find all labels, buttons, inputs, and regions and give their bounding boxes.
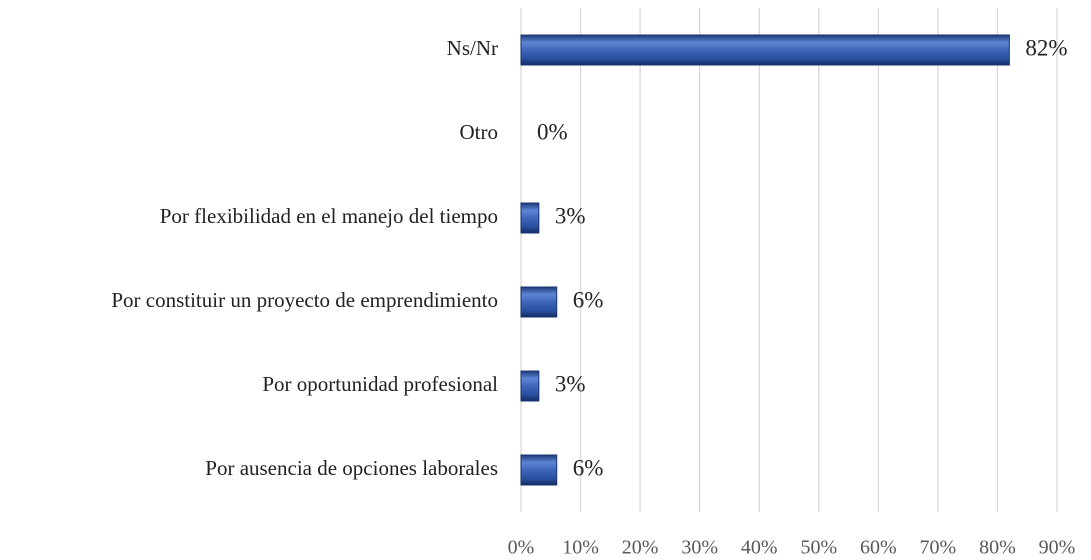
- bar: [520, 286, 558, 318]
- category-label: Otro: [460, 120, 499, 144]
- bar: [520, 454, 558, 486]
- bars: [520, 34, 1010, 486]
- x-tick-label: 50%: [800, 537, 837, 559]
- bar: [520, 202, 540, 234]
- data-label: 82%: [1025, 35, 1067, 60]
- x-tick-label: 10%: [562, 537, 599, 559]
- data-label: 0%: [537, 119, 568, 144]
- data-label: 3%: [555, 371, 586, 396]
- bar: [520, 370, 540, 402]
- category-label: Ns/Nr: [447, 36, 498, 60]
- x-tick-label: 70%: [920, 537, 957, 559]
- x-tick-label: 60%: [860, 537, 897, 559]
- bar: [520, 34, 1010, 66]
- category-label: Por ausencia de opciones laborales: [205, 456, 498, 480]
- x-tick-label: 40%: [741, 537, 778, 559]
- category-label: Por flexibilidad en el manejo del tiempo: [160, 204, 498, 228]
- x-tick-label: 0%: [508, 537, 535, 559]
- data-label: 3%: [555, 203, 586, 228]
- x-tick-label: 90%: [1039, 537, 1076, 559]
- category-label: Por oportunidad profesional: [262, 372, 498, 396]
- data-label: 6%: [573, 455, 604, 480]
- data-label: 6%: [573, 287, 604, 312]
- x-tick-label: 20%: [622, 537, 659, 559]
- category-label: Por constituir un proyecto de emprendimi…: [111, 288, 498, 312]
- x-tick-label: 30%: [681, 537, 718, 559]
- x-tick-label: 80%: [979, 537, 1016, 559]
- grid: [520, 8, 1058, 512]
